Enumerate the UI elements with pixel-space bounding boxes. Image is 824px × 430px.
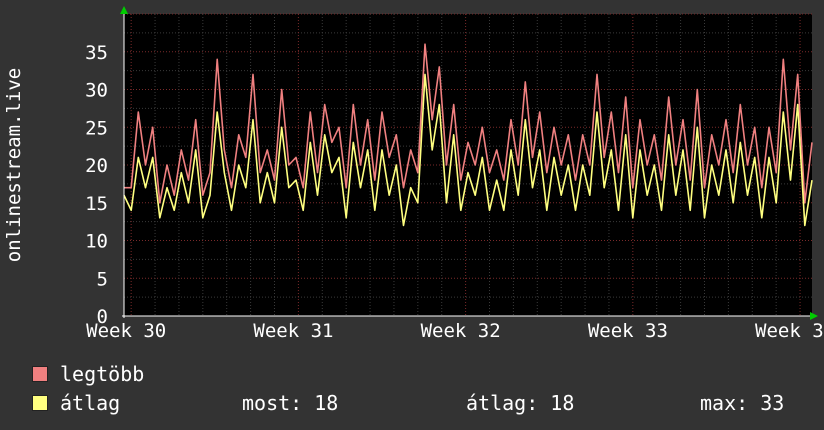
x-axis-arrow [810, 312, 818, 320]
series-line-0 [124, 43, 813, 204]
series-line-1 [123, 73, 813, 227]
stat-avg: átlag: 18 [466, 391, 575, 415]
y-tick-label: 25 [85, 117, 108, 139]
x-tick-label: Week 30 [86, 320, 166, 342]
y-tick-label: 10 [85, 231, 108, 253]
series-lines [123, 43, 813, 227]
y-axis-label: onlinestream.live [3, 68, 25, 262]
legend-item-avg: átlag [32, 391, 120, 415]
legend-swatch-avg [32, 395, 48, 411]
legend-swatch-max [32, 366, 48, 382]
legend-item-max: legtöbb [32, 362, 144, 386]
stat-max: max: 33 [700, 391, 785, 415]
legend-label-max: legtöbb [60, 362, 145, 386]
y-tick-label: 15 [85, 193, 108, 215]
y-tick-label: 0 [97, 306, 108, 328]
y-tick-label: 30 [85, 80, 108, 102]
legend-label-avg: átlag [60, 391, 121, 415]
y-axis-arrow [120, 6, 128, 14]
stat-now: most: 18 [242, 391, 339, 415]
x-tick-label: Week 32 [421, 320, 501, 342]
y-tick-label: 35 [85, 42, 108, 64]
y-tick-label: 5 [97, 268, 108, 290]
x-axis-ticks: Week 30 Week 31 Week 32 Week 33 Week 34 [86, 320, 824, 342]
y-axis-ticks: 0 5 10 15 20 25 30 35 [85, 42, 108, 328]
x-tick-label: Week 31 [253, 320, 333, 342]
x-tick-label: Week 33 [588, 320, 668, 342]
y-tick-label: 20 [85, 155, 108, 177]
x-tick-label: Week 34 [755, 320, 824, 342]
